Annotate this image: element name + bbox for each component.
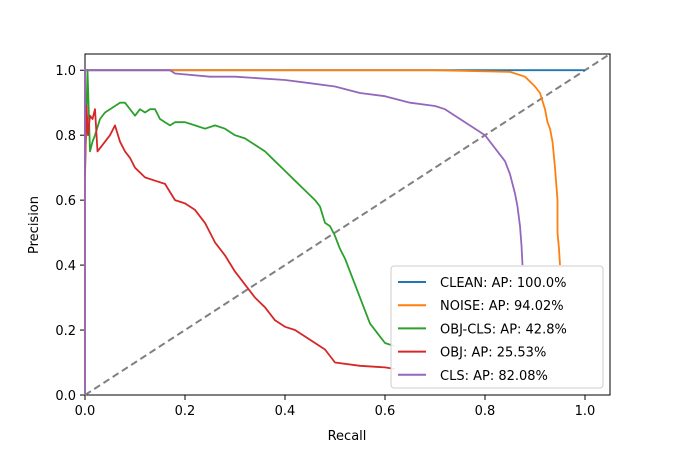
x-tick-label: 1.0 xyxy=(575,404,596,419)
y-axis-title: Precision xyxy=(27,196,42,254)
y-tick-label: 1.0 xyxy=(55,64,76,79)
x-tick-label: 0.6 xyxy=(375,404,396,419)
legend: CLEAN: AP: 100.0% NOISE: AP: 94.02% OBJ-CL… xyxy=(390,265,604,389)
diagonal-reference-line xyxy=(84,53,611,396)
x-tick-label: 0.2 xyxy=(175,404,196,419)
legend-label-clean: CLEAN: AP: 100.0% xyxy=(440,276,566,291)
series-line-noise xyxy=(84,69,561,395)
y-tick-label: 0.2 xyxy=(55,324,76,339)
series-line-cls xyxy=(84,69,524,395)
legend-label-cls: CLS: AP: 82.08% xyxy=(440,369,548,384)
y-tick-label: 0.8 xyxy=(55,129,76,144)
y-tick-label: 0.4 xyxy=(55,259,76,274)
x-tick-label: 0.0 xyxy=(75,404,96,419)
x-tick-label: 0.4 xyxy=(275,404,296,419)
legend-box xyxy=(390,265,604,389)
legend-label-obj: OBJ: AP: 25.53% xyxy=(440,346,546,361)
legend-label-obj-cls: OBJ-CLS: AP: 42.8% xyxy=(440,322,567,337)
axis-ticks: 0.0 0.2 0.4 0.6 0.8 1.0 0.0 0.2 0.4 0.6 0.8 1.0 xyxy=(55,64,595,419)
x-tick-label: 0.8 xyxy=(475,404,496,419)
series-layer xyxy=(84,53,611,396)
x-axis-title: Recall xyxy=(328,429,367,444)
series-line-obj xyxy=(84,105,396,370)
y-tick-label: 0.0 xyxy=(55,389,76,404)
y-tick-label: 0.6 xyxy=(55,194,76,209)
series-line-obj-cls xyxy=(84,69,396,348)
legend-label-noise: NOISE: AP: 94.02% xyxy=(440,299,564,314)
